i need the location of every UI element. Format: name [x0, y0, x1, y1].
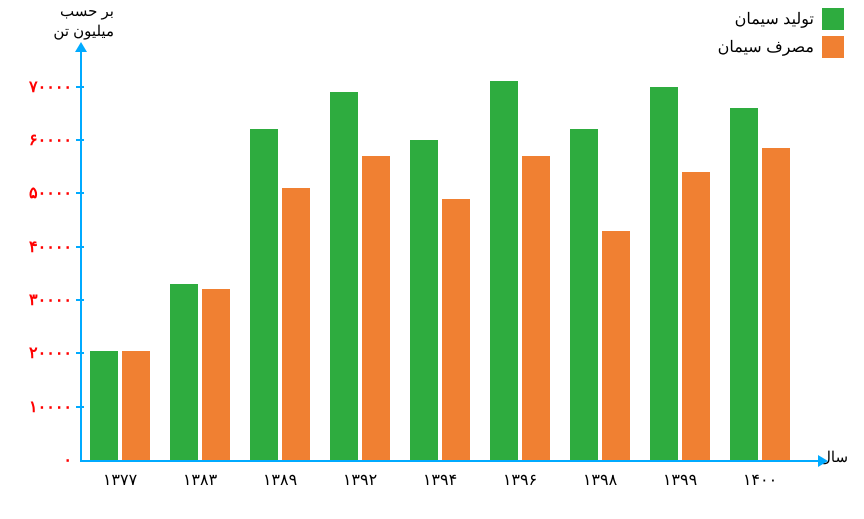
- legend-label: تولید سیمان: [735, 9, 814, 29]
- x-tick-label: ۱۳۹۲: [343, 470, 377, 490]
- bar-consumption: [762, 148, 790, 460]
- bar-production: [250, 129, 278, 460]
- y-tick-label: ۳۰۰۰۰: [12, 290, 72, 310]
- y-tick-label: ۴۰۰۰۰: [12, 237, 72, 257]
- y-axis-title-line2: میلیون تن: [53, 23, 114, 40]
- x-axis-line: [80, 460, 820, 462]
- x-tick-label: ۱۳۹۶: [503, 470, 537, 490]
- legend-swatch: [822, 36, 844, 58]
- bar-consumption: [442, 199, 470, 460]
- y-tick-label: ۶۰۰۰۰: [12, 130, 72, 150]
- bar-consumption: [602, 231, 630, 460]
- legend-label: مصرف سیمان: [718, 37, 814, 57]
- bar-production: [170, 284, 198, 460]
- bar-consumption: [522, 156, 550, 460]
- bar-production: [90, 351, 118, 460]
- bar-consumption: [122, 351, 150, 460]
- x-axis-arrow: [818, 455, 828, 467]
- y-axis-title-line1: بر حسب: [60, 3, 114, 20]
- legend-item-production: تولید سیمان: [718, 8, 844, 30]
- chart-container: بر حسب میلیون تن سال تولید سیمانمصرف سیم…: [0, 0, 864, 519]
- y-axis-arrow: [75, 42, 87, 52]
- y-tick-label: ۷۰۰۰۰: [12, 77, 72, 97]
- bar-production: [330, 92, 358, 460]
- bar-consumption: [362, 156, 390, 460]
- bar-production: [490, 81, 518, 460]
- x-tick-label: ۱۳۸۳: [183, 470, 217, 490]
- x-tick-label: ۱۳۹۸: [583, 470, 617, 490]
- bar-consumption: [282, 188, 310, 460]
- y-axis-title: بر حسب میلیون تن: [44, 2, 114, 41]
- x-tick-label: ۱۴۰۰: [743, 470, 777, 490]
- y-tick-label: ۵۰۰۰۰: [12, 183, 72, 203]
- legend-swatch: [822, 8, 844, 30]
- y-tick-label: ۰: [12, 450, 72, 470]
- plot-area: [80, 60, 800, 460]
- legend-item-consumption: مصرف سیمان: [718, 36, 844, 58]
- bar-consumption: [202, 289, 230, 460]
- y-tick-label: ۱۰۰۰۰: [12, 397, 72, 417]
- x-tick-label: ۱۳۹۹: [663, 470, 697, 490]
- bar-production: [410, 140, 438, 460]
- bar-production: [730, 108, 758, 460]
- bar-consumption: [682, 172, 710, 460]
- x-tick-label: ۱۳۷۷: [103, 470, 137, 490]
- bar-production: [650, 87, 678, 460]
- x-tick-label: ۱۳۸۹: [263, 470, 297, 490]
- legend: تولید سیمان مصرف سیمان: [718, 8, 844, 58]
- x-tick-label: ۱۳۹۴: [423, 470, 457, 490]
- y-tick-label: ۲۰۰۰۰: [12, 343, 72, 363]
- bar-production: [570, 129, 598, 460]
